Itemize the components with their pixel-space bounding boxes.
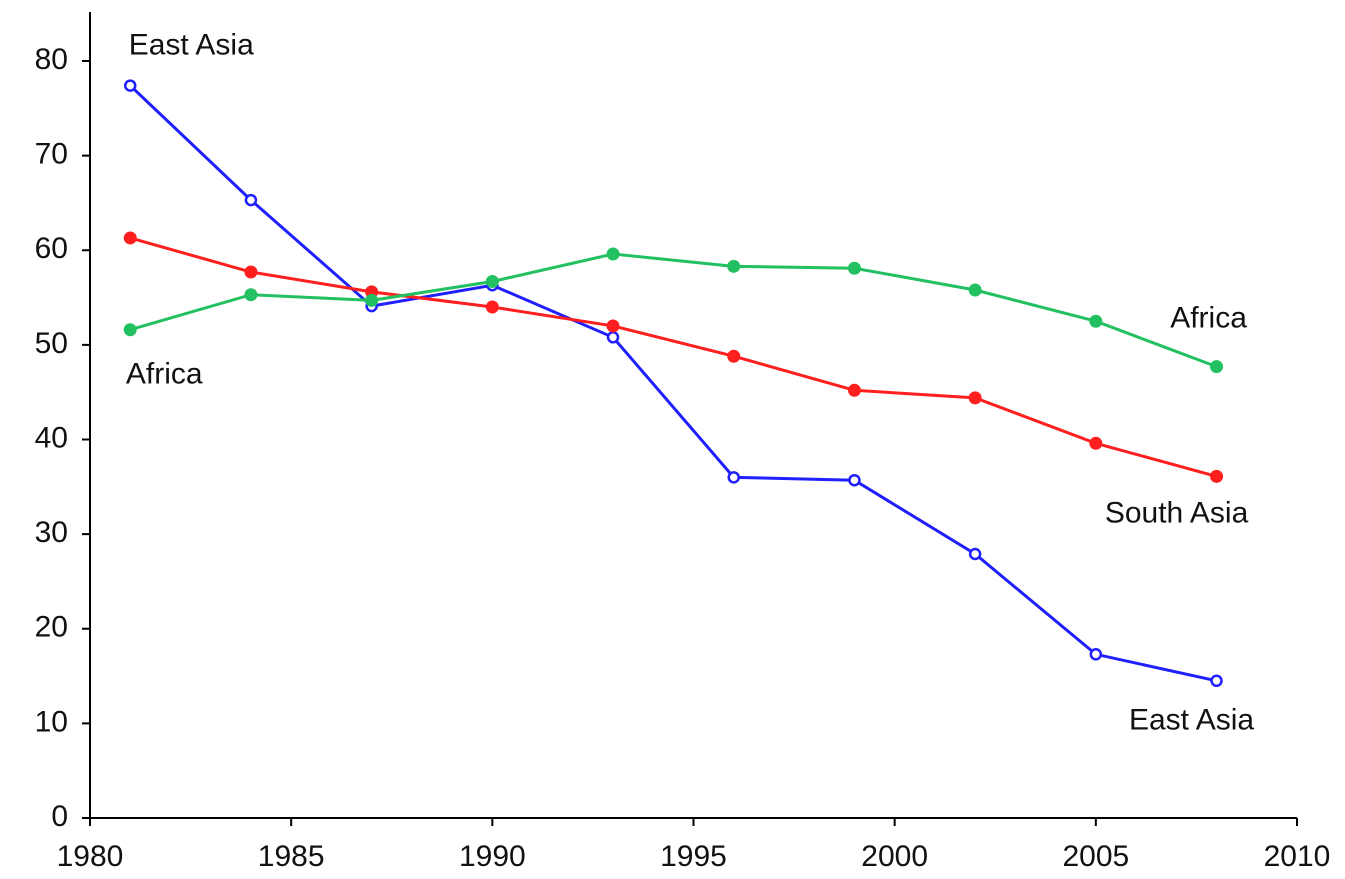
x-tick-label: 2010 [1264, 840, 1331, 873]
point [244, 265, 258, 279]
y-tick-label: 0 [51, 800, 68, 833]
y-tick-label: 80 [35, 43, 68, 76]
x-tick-label: 2005 [1062, 840, 1129, 873]
point [847, 383, 861, 397]
point [968, 283, 982, 297]
point [123, 323, 137, 337]
point [1210, 674, 1223, 688]
y-tick-label: 40 [35, 421, 68, 454]
y-tick-label: 30 [35, 516, 68, 549]
point [1089, 648, 1103, 661]
series-label: Africa [1170, 302, 1247, 335]
x-tick-label: 1980 [57, 840, 124, 873]
y-tick-label: 60 [35, 232, 68, 265]
point [847, 261, 861, 275]
point [1210, 469, 1224, 483]
point [727, 471, 740, 484]
x-tick-label: 1995 [660, 840, 727, 873]
x-tick-label: 2000 [861, 840, 928, 873]
point [968, 547, 982, 561]
point [244, 193, 258, 207]
point [1089, 314, 1103, 328]
point [848, 473, 861, 487]
point [365, 293, 379, 307]
point [123, 231, 137, 245]
point [123, 79, 137, 92]
point [968, 391, 982, 405]
series-line [129, 84, 1217, 683]
point [485, 274, 499, 288]
point [606, 319, 620, 333]
series-line [129, 252, 1218, 369]
y-tick-label: 50 [35, 327, 68, 360]
point [727, 259, 741, 273]
series-line [129, 236, 1217, 478]
point [727, 349, 741, 363]
point [606, 247, 620, 261]
point [485, 300, 499, 314]
point [606, 331, 620, 344]
x-tick-label: 1985 [258, 840, 325, 873]
y-tick-label: 10 [35, 705, 68, 738]
x-tick-label: 1990 [459, 840, 526, 873]
series-label: South Asia [1105, 496, 1249, 529]
point [1210, 360, 1224, 374]
y-tick-label: 70 [35, 138, 68, 171]
series-label: Africa [126, 358, 203, 391]
series-label: East Asia [129, 29, 254, 62]
point [1089, 436, 1103, 450]
series-label: East Asia [1129, 704, 1254, 737]
y-tick-label: 20 [35, 611, 68, 644]
point [244, 288, 258, 302]
